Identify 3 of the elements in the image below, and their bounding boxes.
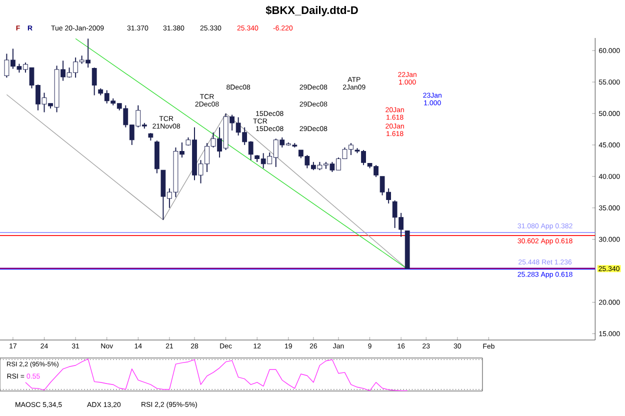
chart-title: $BKX_Daily.dtd-D <box>266 6 358 16</box>
line-series <box>6 94 408 270</box>
candlestick <box>92 67 97 96</box>
